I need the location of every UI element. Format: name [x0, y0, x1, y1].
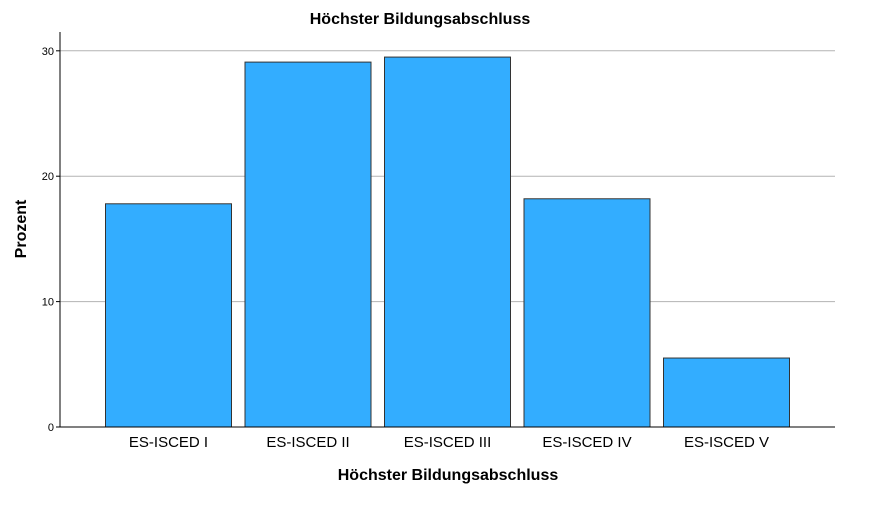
bar-3	[384, 56, 511, 428]
x-tick-label: ES-ISCED II	[266, 434, 349, 451]
y-tick-label: 10	[42, 297, 54, 309]
bars	[105, 56, 790, 428]
bar-4	[523, 198, 651, 428]
x-tick-label: ES-ISCED V	[684, 434, 769, 451]
bar-1	[105, 203, 232, 428]
x-axis-ticks: ES-ISCED I ES-ISCED II ES-ISCED III ES-ISCE…	[129, 434, 769, 451]
bar-5	[663, 357, 790, 428]
y-tick-label: 0	[48, 422, 54, 434]
x-tick-label: ES-ISCED IV	[542, 434, 631, 451]
y-tick-label: 20	[42, 171, 54, 183]
bar-2	[244, 61, 372, 428]
y-axis-label: Prozent	[13, 199, 30, 258]
x-axis-label: Höchster Bildungsabschluss	[338, 467, 559, 484]
x-tick-label: ES-ISCED I	[129, 434, 208, 451]
x-tick-label: ES-ISCED III	[404, 434, 492, 451]
y-tick-label: 30	[42, 46, 54, 58]
chart-title: Höchster Bildungsabschluss	[310, 11, 531, 28]
y-axis-ticks: 0 10 20 30	[42, 46, 60, 434]
